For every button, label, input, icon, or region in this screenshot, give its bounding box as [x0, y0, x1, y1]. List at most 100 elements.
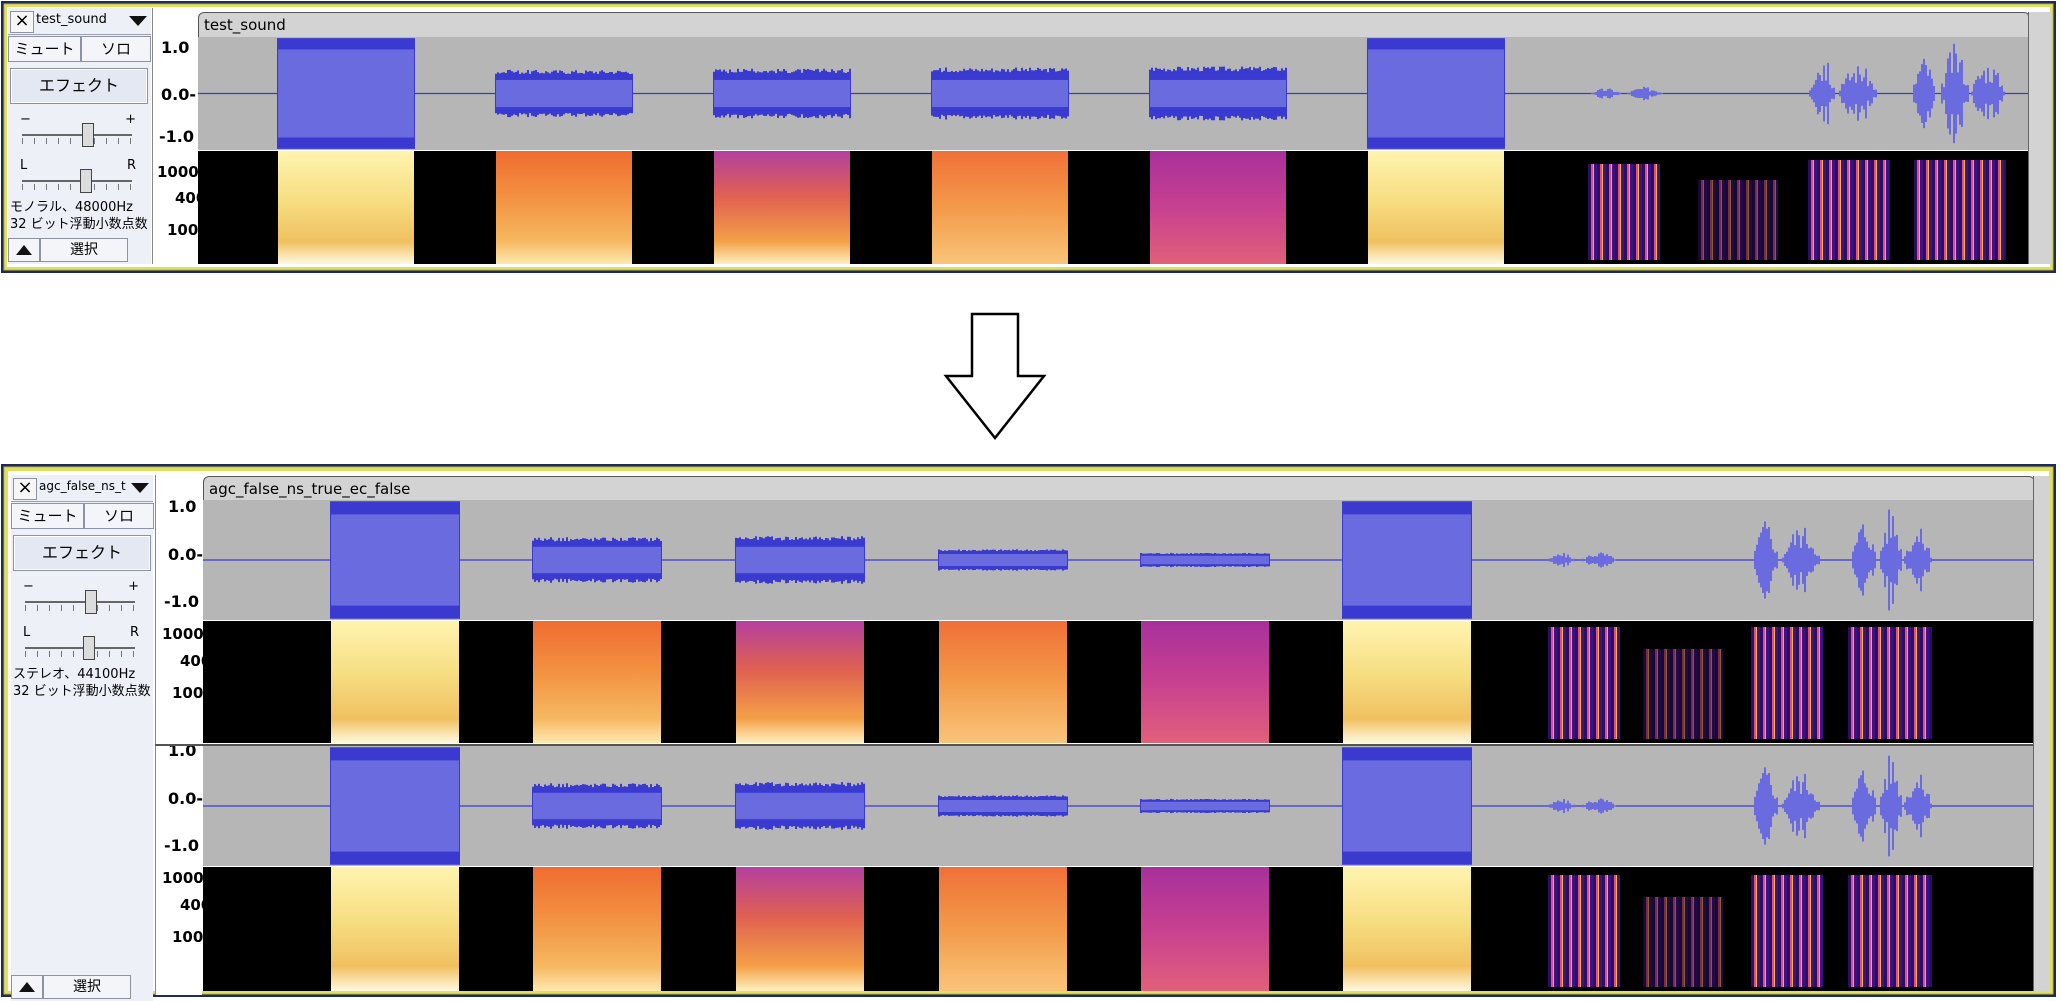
waveform-speech	[1549, 553, 1575, 567]
spectrogram-speech	[1643, 897, 1723, 987]
waveform-segment	[330, 501, 460, 619]
waveform-graphic	[203, 501, 2033, 619]
mute-button[interactable]: ミュート	[11, 503, 84, 529]
waveform-speech	[1582, 552, 1616, 568]
spectrogram-speech	[1548, 875, 1620, 987]
gain-slider-thumb[interactable]	[85, 590, 97, 614]
close-icon[interactable]: ×	[10, 11, 34, 33]
spectrogram-block	[1368, 151, 1504, 264]
spectrogram-speech	[1698, 180, 1778, 260]
track-format-info: ステレオ、44100Hz	[13, 667, 136, 682]
spectrogram-block	[1141, 621, 1269, 743]
down-arrow-icon	[943, 312, 1047, 441]
pan-slider-thumb[interactable]	[83, 636, 95, 660]
spectrogram-block	[736, 621, 864, 743]
waveform-speech	[1913, 58, 1935, 129]
spectrogram-block	[1343, 621, 1471, 743]
spectrogram-block	[533, 621, 661, 743]
pan-slider-thumb[interactable]	[80, 169, 92, 193]
spec-label-100: 100	[172, 928, 204, 946]
spectrogram-block	[736, 867, 864, 991]
spectrogram-block	[714, 151, 850, 264]
waveform-speech	[1852, 524, 1876, 596]
waveform-speech	[1627, 86, 1663, 101]
spectrogram-view[interactable]	[198, 151, 2028, 264]
spectrogram-block	[533, 867, 661, 991]
spectrogram-speech	[1848, 627, 1932, 739]
waveform-graphic	[198, 38, 2028, 149]
close-icon[interactable]: ×	[13, 478, 37, 500]
dropdown-arrow-icon[interactable]	[131, 483, 149, 493]
amp-label-mid: 0.0-	[168, 789, 203, 808]
track-bit-depth-info: 32 ビット浮動小数点数	[13, 684, 151, 699]
spectrogram-speech	[1588, 164, 1660, 260]
waveform-segment	[1149, 66, 1287, 121]
spectrogram-speech	[1751, 627, 1823, 739]
solo-button[interactable]: ソロ	[84, 503, 154, 529]
clip-title-bar[interactable]: test_sound	[198, 12, 2030, 37]
spec-label-1000: 1000	[162, 625, 204, 643]
waveform-view-right[interactable]	[203, 746, 2033, 866]
spectrogram-block	[496, 151, 632, 264]
clip-title-bar[interactable]: agc_false_ns_true_ec_false	[203, 476, 2035, 500]
waveform-speech	[1591, 88, 1621, 99]
amp-label-top: 1.0	[161, 38, 190, 57]
waveform-segment	[1367, 38, 1505, 149]
waveform-speech	[1904, 774, 1932, 838]
waveform-speech	[1880, 755, 1902, 857]
gain-slider-thumb[interactable]	[82, 123, 94, 147]
spec-label-1000: 1000	[157, 163, 199, 181]
mute-button[interactable]: ミュート	[8, 36, 81, 62]
clip-right-edge	[2033, 476, 2050, 991]
amp-label-bottom: -1.0	[164, 592, 199, 611]
spectrogram-view-right[interactable]	[203, 867, 2033, 991]
channel-divider	[155, 744, 2048, 746]
track-name-menu[interactable]: agc_false_ns_t	[39, 479, 126, 493]
spectrogram-block	[1150, 151, 1286, 264]
waveform-segment	[931, 67, 1069, 120]
waveform-view-left[interactable]	[203, 500, 2033, 620]
effects-button[interactable]: エフェクト	[10, 68, 148, 104]
spec-label-1000: 1000	[162, 869, 204, 887]
spectrogram-view-left[interactable]	[203, 621, 2033, 743]
spectrogram-speech	[1643, 649, 1723, 739]
waveform-segment	[1140, 798, 1270, 814]
amp-label-mid: 0.0-	[168, 545, 203, 564]
spectrogram-speech	[1808, 160, 1890, 260]
track-name-menu[interactable]: test_sound	[36, 12, 107, 27]
pan-slider[interactable]: L R	[16, 158, 136, 198]
spectrogram-block	[1343, 867, 1471, 991]
track-format-info: モノラル、48000Hz	[10, 200, 133, 215]
waveform-speech	[1880, 509, 1902, 611]
spectrogram-block	[1141, 867, 1269, 991]
waveform-speech	[1904, 528, 1932, 592]
collapse-up-icon[interactable]	[11, 975, 43, 999]
waveform-speech	[1782, 773, 1820, 839]
pan-right-label: R	[126, 158, 136, 173]
waveform-speech	[1809, 62, 1835, 125]
effects-button[interactable]: エフェクト	[13, 535, 151, 571]
gain-slider[interactable]: − +	[19, 579, 139, 619]
waveform-speech	[1549, 799, 1575, 813]
waveform-segment	[938, 549, 1068, 571]
solo-button[interactable]: ソロ	[81, 36, 151, 62]
waveform-segment	[532, 783, 662, 829]
waveform-speech	[1782, 527, 1820, 593]
waveform-speech	[1941, 43, 1969, 144]
waveform-segment	[1140, 552, 1270, 568]
spectrogram-speech	[1914, 160, 2006, 260]
spectrogram-block	[932, 151, 1068, 264]
collapse-up-icon[interactable]	[8, 238, 40, 262]
waveform-speech	[1754, 521, 1778, 599]
gain-slider[interactable]: − +	[16, 112, 136, 152]
waveform-speech	[1839, 66, 1877, 121]
waveform-segment	[1342, 501, 1472, 619]
pan-slider[interactable]: L R	[19, 625, 139, 665]
select-button[interactable]: 選択	[40, 238, 128, 262]
waveform-speech	[1852, 770, 1876, 842]
waveform-view[interactable]	[198, 37, 2028, 150]
track-control-panel: × test_sound ミュート ソロ エフェクト − + L R モノラル、…	[8, 8, 151, 264]
pan-left-label: L	[20, 158, 28, 173]
dropdown-arrow-icon[interactable]	[129, 16, 147, 26]
select-button[interactable]: 選択	[43, 975, 131, 999]
